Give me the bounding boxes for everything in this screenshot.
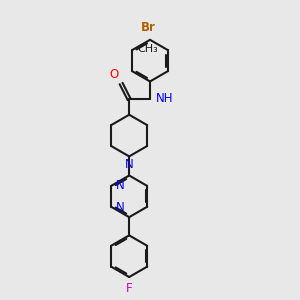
Text: N: N bbox=[116, 178, 124, 191]
Text: CH₃: CH₃ bbox=[137, 44, 158, 54]
Text: NH: NH bbox=[156, 92, 174, 105]
Text: N: N bbox=[116, 201, 124, 214]
Text: N: N bbox=[125, 158, 134, 171]
Text: O: O bbox=[110, 68, 119, 81]
Text: Br: Br bbox=[141, 21, 156, 34]
Text: F: F bbox=[126, 282, 133, 295]
